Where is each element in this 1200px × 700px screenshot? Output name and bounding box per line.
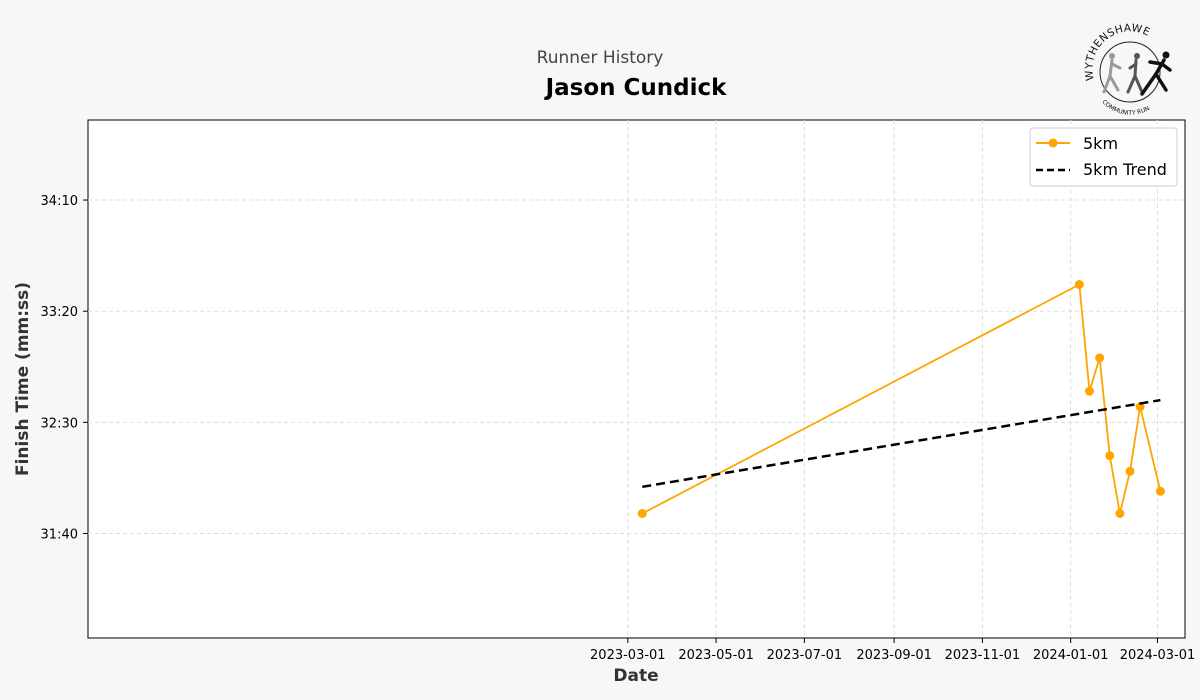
legend-label-5km: 5km — [1083, 134, 1118, 153]
runner-silhouette-light — [1102, 53, 1122, 94]
y-tick-label: 32:30 — [41, 416, 78, 431]
legend-label-5km-trend: 5km Trend — [1083, 160, 1167, 179]
x-tick-label: 2024-03-01 — [1120, 648, 1196, 663]
series-line-5km-trend — [642, 398, 1161, 489]
x-tick-label: 2023-05-01 — [678, 648, 754, 663]
plot-area — [87, 119, 1186, 639]
data-point-5km — [1074, 280, 1084, 290]
x-axis-ticks: 2023-03-01 2023-05-01 2023-07-01 2023-09-01… — [590, 638, 1195, 663]
series-layer — [637, 280, 1165, 519]
data-point-5km — [1135, 402, 1145, 412]
y-tick-label: 33:20 — [41, 305, 78, 320]
data-point-5km — [1084, 386, 1094, 396]
data-point-5km — [1155, 486, 1165, 496]
grid-lines — [88, 120, 1185, 638]
y-axis-ticks: 31:40 32:30 33:20 34:10 — [41, 194, 88, 543]
x-axis-label: Date — [613, 666, 658, 686]
data-point-5km — [1125, 466, 1135, 476]
runner-silhouette-dark — [1140, 51, 1172, 96]
y-axis-label: Finish Time (mm:ss) — [13, 282, 33, 476]
x-tick-label: 2023-09-01 — [856, 648, 932, 663]
chart-subtitle: Runner History — [537, 48, 664, 68]
legend: 5km 5km Trend — [1029, 127, 1178, 187]
x-tick-label: 2023-07-01 — [767, 648, 843, 663]
y-tick-label: 34:10 — [41, 194, 78, 209]
runner-silhouette-mid — [1126, 53, 1144, 94]
data-point-5km — [637, 509, 647, 519]
x-tick-label: 2024-01-01 — [1033, 648, 1109, 663]
data-point-5km — [1115, 509, 1125, 519]
y-tick-label: 31:40 — [41, 528, 78, 543]
x-tick-label: 2023-03-01 — [590, 648, 666, 663]
chart-title: Jason Cundick — [544, 75, 728, 101]
data-point-5km — [1105, 451, 1115, 461]
data-point-5km — [1095, 353, 1105, 363]
legend-marker-5km — [1048, 138, 1058, 148]
x-tick-label: 2023-11-01 — [945, 648, 1021, 663]
